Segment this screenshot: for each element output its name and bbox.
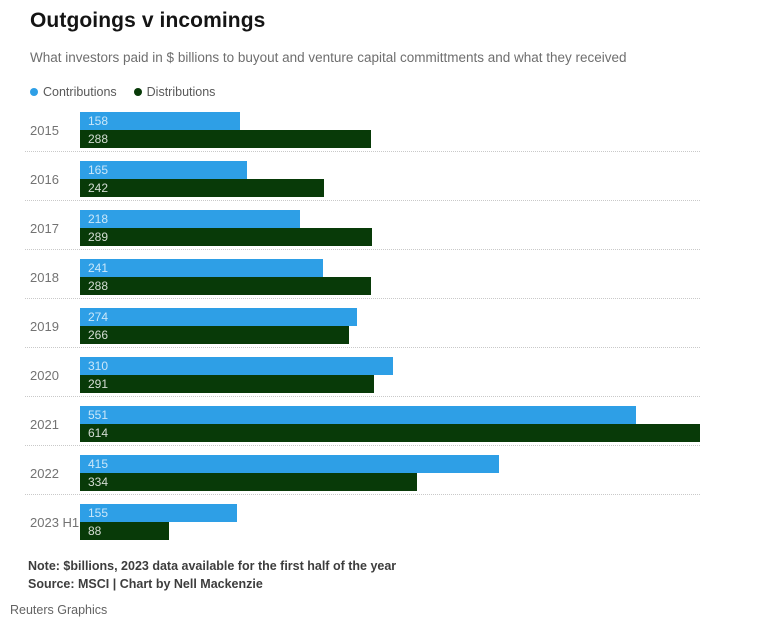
bar-value-label: 291 — [88, 377, 109, 391]
distributions-dot-icon — [133, 88, 142, 96]
year-label: 2015 — [30, 122, 59, 138]
bar-value-label: 334 — [88, 475, 109, 489]
distributions-bar: 242 — [80, 179, 325, 197]
note-text: Note: $billions, 2023 data available for… — [28, 559, 397, 573]
bar-value-label: 158 — [88, 114, 109, 128]
contributions-bar: 165 — [80, 161, 247, 179]
legend-label-contributions: Contributions — [43, 85, 117, 99]
distributions-bar: 614 — [80, 424, 700, 442]
bar-value-label: 88 — [88, 524, 102, 538]
contributions-bar: 274 — [80, 308, 357, 326]
bar-value-label: 288 — [88, 132, 109, 146]
bar-value-label: 288 — [88, 279, 109, 293]
chart-row: 2015 158 288 — [25, 112, 700, 152]
bar-value-label: 310 — [88, 359, 109, 373]
bar-value-label: 614 — [88, 426, 109, 440]
bar-value-label: 274 — [88, 310, 109, 324]
bar-pair: 310 291 — [80, 357, 700, 393]
chart-row: 2021 551 614 — [25, 397, 700, 446]
bar-pair: 551 614 — [80, 406, 700, 442]
contributions-bar: 241 — [80, 259, 324, 277]
distributions-bar: 334 — [80, 473, 418, 491]
footnotes: Note: $billions, 2023 data available for… — [28, 558, 763, 594]
year-label: 2020 — [30, 367, 59, 383]
credit-text: Reuters Graphics — [10, 602, 108, 617]
contributions-bar: 158 — [80, 112, 240, 130]
bar-pair: 274 266 — [80, 308, 700, 344]
chart-row: 2020 310 291 — [25, 348, 700, 397]
year-label: 2016 — [30, 171, 59, 187]
chart-row: 2023 H1 155 88 — [25, 495, 700, 540]
bar-value-label: 241 — [88, 261, 109, 275]
bar-value-label: 551 — [88, 408, 109, 422]
chart-page: Outgoings v incomings What investors pai… — [0, 9, 763, 629]
bar-value-label: 242 — [88, 181, 109, 195]
contributions-bar: 310 — [80, 357, 394, 375]
bar-value-label: 289 — [88, 230, 109, 244]
contributions-bar: 415 — [80, 455, 500, 473]
bar-pair: 241 288 — [80, 259, 700, 295]
bar-value-label: 155 — [88, 506, 109, 520]
legend-label-distributions: Distributions — [146, 85, 216, 99]
year-label: 2022 — [30, 465, 59, 481]
bar-pair: 218 289 — [80, 210, 700, 246]
bar-value-label: 415 — [88, 457, 109, 471]
legend: Contributions Distributions — [30, 85, 763, 99]
bar-chart: 2015 158 288 2016 165 242 2017 218 289 2018 241 288… — [25, 112, 700, 540]
distributions-bar: 88 — [80, 522, 169, 540]
year-label: 2021 — [30, 416, 59, 432]
contributions-bar: 155 — [80, 504, 237, 522]
chart-title: Outgoings v incomings — [30, 9, 266, 32]
chart-row: 2018 241 288 — [25, 250, 700, 299]
bar-pair: 155 88 — [80, 504, 700, 540]
chart-subtitle: What investors paid in $ billions to buy… — [30, 50, 627, 65]
year-label: 2018 — [30, 269, 59, 285]
distributions-bar: 289 — [80, 228, 372, 246]
legend-item-contributions: Contributions — [30, 85, 117, 99]
contributions-bar: 218 — [80, 210, 301, 228]
year-label: 2017 — [30, 220, 59, 236]
bar-pair: 158 288 — [80, 112, 700, 148]
chart-row: 2022 415 334 — [25, 446, 700, 495]
bar-value-label: 165 — [88, 163, 109, 177]
source-text: Source: MSCI | Chart by Nell Mackenzie — [28, 576, 263, 591]
distributions-bar: 266 — [80, 326, 349, 344]
distributions-bar: 288 — [80, 277, 371, 295]
contributions-bar: 551 — [80, 406, 637, 424]
header: Outgoings v incomings What investors pai… — [30, 9, 763, 65]
chart-row: 2016 165 242 — [25, 152, 700, 201]
chart-rows: 2015 158 288 2016 165 242 2017 218 289 2018 241 288… — [25, 112, 700, 540]
bar-pair: 165 242 — [80, 161, 700, 197]
bar-value-label: 218 — [88, 212, 109, 226]
distributions-bar: 291 — [80, 375, 374, 393]
chart-row: 2019 274 266 — [25, 299, 700, 348]
year-label: 2019 — [30, 318, 59, 334]
bar-value-label: 266 — [88, 328, 109, 342]
year-label: 2023 H1 — [30, 514, 80, 530]
bar-pair: 415 334 — [80, 455, 700, 491]
contributions-dot-icon — [30, 88, 38, 96]
chart-row: 2017 218 289 — [25, 201, 700, 250]
legend-item-distributions: Distributions — [133, 85, 216, 99]
distributions-bar: 288 — [80, 130, 371, 148]
